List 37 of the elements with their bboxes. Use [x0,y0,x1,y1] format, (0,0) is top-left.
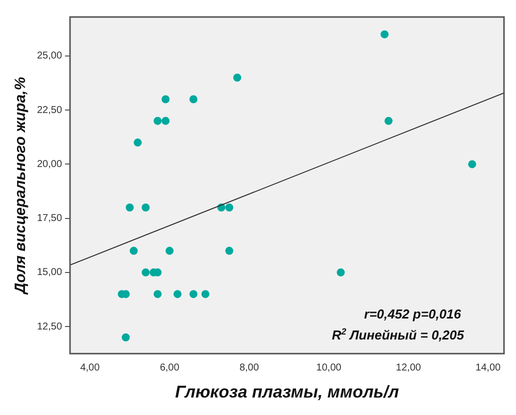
point [126,203,134,212]
annotation: r=0,452 p=0,016 [364,306,462,322]
point [225,246,234,255]
point [233,74,242,82]
point [154,116,162,125]
point [166,246,174,255]
point [336,268,345,276]
point [142,268,150,276]
x-tick-label: 6,00 [160,362,180,374]
point [174,290,182,298]
y-tick-label: 22,50 [36,104,62,116]
point [380,30,389,38]
x-tick-label: 12,00 [396,362,422,374]
point [162,95,170,104]
point [142,203,150,212]
point [384,116,393,125]
x-tick-label: 8,00 [239,362,260,374]
y-tick-label: 15,00 [36,267,62,278]
point [201,290,210,298]
x-tick-label: 14,00 [476,362,502,374]
point [189,290,198,298]
point [130,246,138,255]
x-axis-title: Глюкоза плазмы, ммоль/л [175,382,400,402]
point [468,160,476,168]
x-tick-label: 4,00 [80,362,100,374]
point [122,333,130,342]
x-tick-label: 10,00 [316,362,342,374]
y-tick-label: 25,00 [36,50,62,62]
y-tick-label: 20,00 [36,158,62,170]
point [162,116,170,125]
point [154,290,162,298]
point [225,203,234,212]
y-tick-label: 17,50 [36,213,62,224]
y-axis-title: Доля висцерального жира,% [12,76,30,296]
y-tick-label: 12,50 [36,321,62,332]
point [134,138,142,147]
point [189,95,198,104]
